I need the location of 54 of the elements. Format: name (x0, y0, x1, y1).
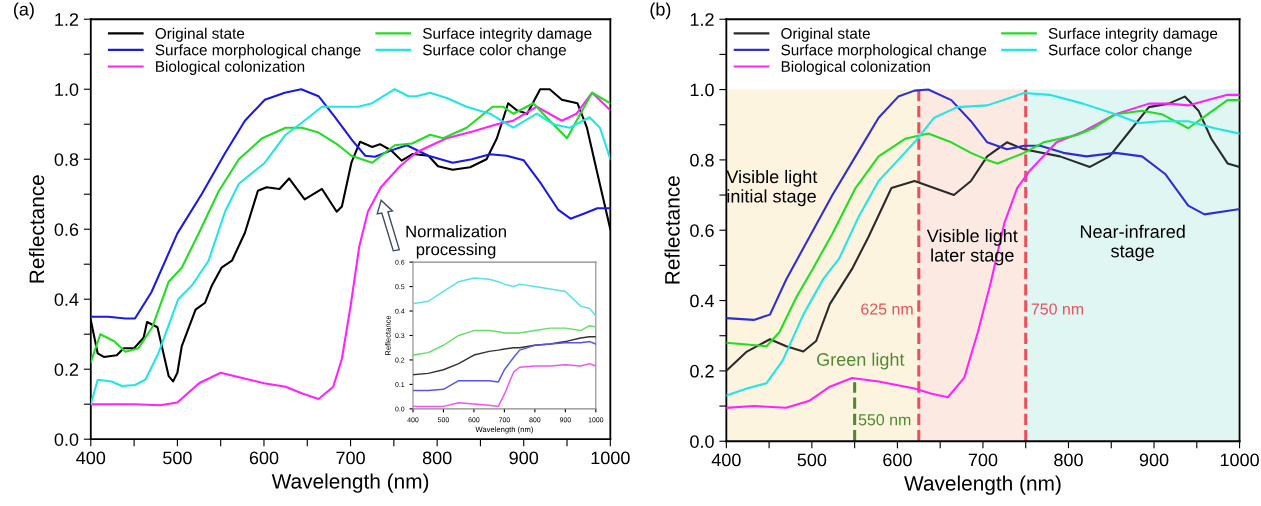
band-label: Near-infrared stage (1080, 224, 1185, 262)
y-axis-title: Reflectance (28, 175, 45, 283)
x-tick-label: 600 (883, 453, 912, 467)
x-axis-title: Wavelength (nm) (904, 475, 1061, 495)
x-tick-label: 600 (249, 451, 279, 465)
legend-label: Surface integrity damage (1048, 27, 1218, 42)
y-tick-label: 1.0 (55, 83, 79, 96)
y-tick-label: 1.0 (690, 83, 714, 97)
y-tick-label: 0.2 (54, 363, 79, 376)
y-tick-label: 1.2 (55, 13, 79, 26)
x-tick-label: 400 (76, 451, 106, 465)
y-tick-label: 0.8 (54, 153, 79, 166)
legend-label: Biological colonization (781, 60, 930, 75)
y-axis-title: Reflectance (664, 176, 680, 284)
x-tick-label: 700 (968, 453, 998, 467)
y-tick-label: 0.4 (690, 294, 714, 308)
x-tick-label: 900 (1139, 453, 1169, 467)
y-tick-label: 0.0 (690, 435, 714, 448)
x-tick-label: 900 (509, 451, 539, 465)
y-tick-label: 0.6 (690, 224, 714, 237)
legend-label: Surface integrity damage (422, 27, 592, 42)
annotation: Green light (817, 352, 905, 370)
legend-label: Biological colonization (156, 60, 305, 75)
legend-label: Surface morphological change (781, 44, 987, 59)
text: (a) (13, 2, 34, 20)
x-tick-label: 800 (1054, 453, 1083, 467)
ref-line-label: 550 nm (858, 414, 911, 426)
legend-label: Surface color change (1048, 44, 1192, 59)
x-axis-title: Wavelength (nm) (271, 473, 429, 493)
x-tick-label: 1000 (591, 451, 630, 465)
ref-line-label: 625 nm (861, 303, 913, 315)
x-tick-label: 700 (336, 451, 365, 465)
y-tick-label: 0.4 (54, 293, 79, 306)
y-tick-label: 1.2 (690, 13, 714, 26)
y-tick-label: 0.8 (690, 153, 714, 167)
y-tick-label: 0.0 (54, 433, 79, 446)
x-tick-label: 1000 (1220, 453, 1259, 467)
legend-label: Surface color change (422, 44, 566, 59)
y-tick-label: 0.2 (690, 364, 714, 378)
line-series (412, 340, 596, 392)
line-series (412, 277, 596, 317)
line-series (412, 324, 596, 356)
x-tick-label: 400 (711, 453, 741, 467)
ref-line-label: 750 nm (1031, 303, 1084, 315)
annotation: Normalization processing (406, 225, 506, 259)
legend-label: Original state (155, 27, 245, 42)
x-tick-label: 800 (422, 451, 452, 465)
text: (b) (650, 2, 671, 20)
x-tick-label: 500 (163, 451, 192, 465)
band-label: Visible light initial stage (726, 169, 818, 207)
legend-label: Surface morphological change (155, 44, 361, 59)
y-tick-label: 0.6 (54, 223, 79, 236)
x-tick-label: 500 (797, 453, 827, 467)
legend-label: Original state (781, 27, 870, 42)
